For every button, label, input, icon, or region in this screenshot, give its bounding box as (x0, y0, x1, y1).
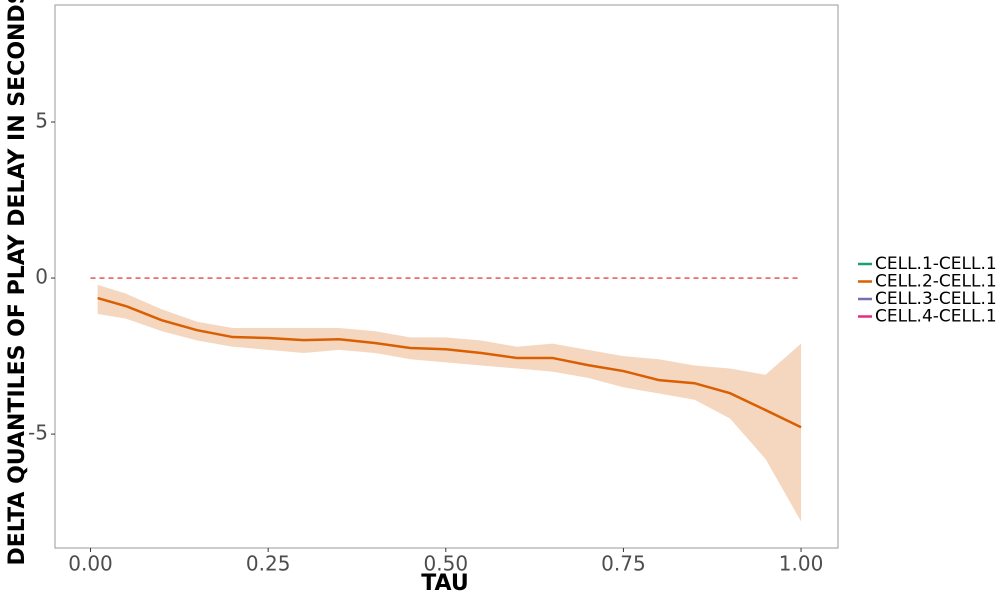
y-tick-label: 5 (35, 109, 48, 133)
legend-label: CELL.3-CELL.1 (875, 289, 997, 309)
x-axis-title: TAU (421, 571, 469, 596)
confidence-band (97, 284, 802, 522)
legend-label: CELL.4-CELL.1 (875, 307, 997, 327)
series-line (97, 296, 802, 429)
y-axis-title: DELTA QUANTILES OF PLAY DELAY IN SECONDS (5, 0, 30, 566)
x-tick-label: 0.25 (246, 552, 291, 576)
x-tick-label: 0.00 (68, 552, 113, 576)
x-tick-label: 0.75 (601, 552, 646, 576)
panel (54, 4, 839, 549)
y-tick-label: -5 (28, 421, 48, 445)
y-tick-label: 0 (35, 265, 48, 289)
x-tick-label: 0.50 (424, 552, 469, 576)
legend-label: CELL.1-CELL.1 (875, 254, 997, 274)
legend-label: CELL.2-CELL.1 (875, 272, 997, 292)
x-tick-label: 1.00 (779, 552, 824, 576)
